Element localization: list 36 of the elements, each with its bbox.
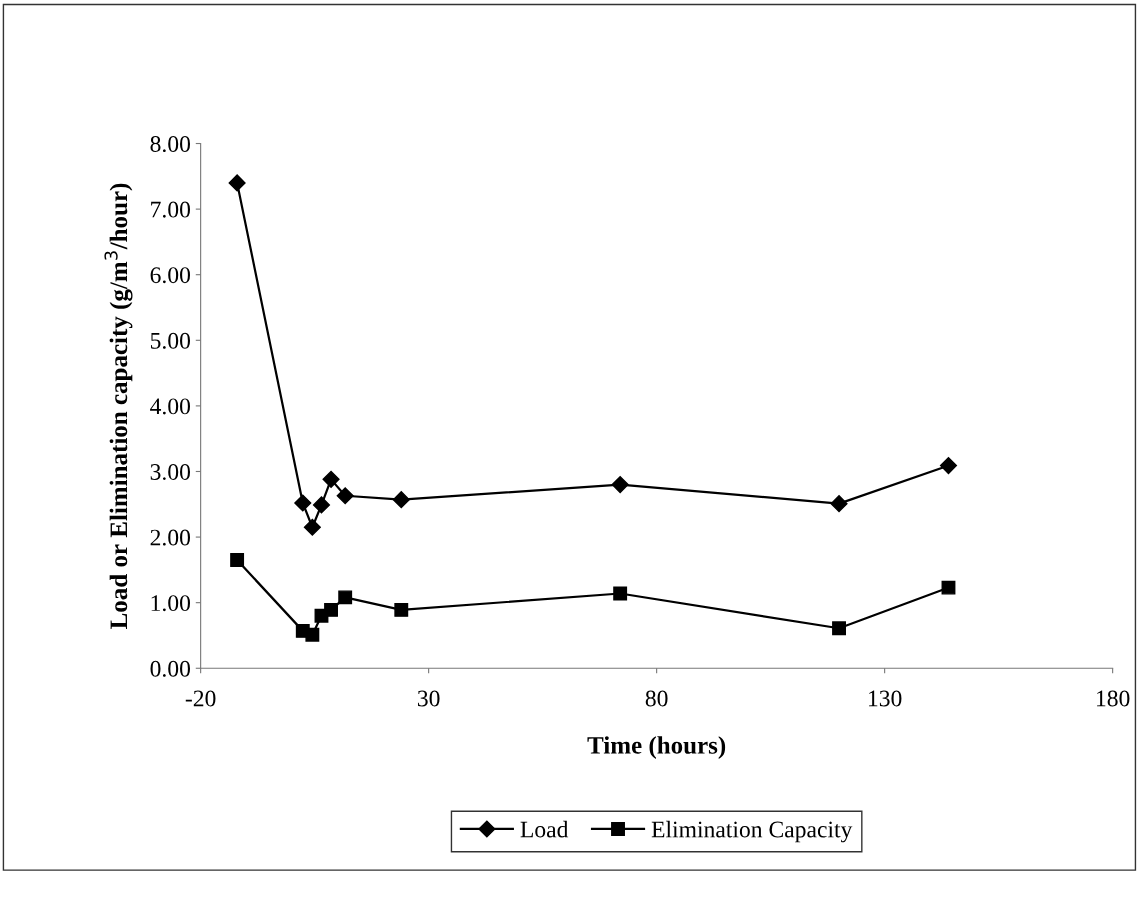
- point: [338, 590, 353, 605]
- point: [336, 487, 354, 505]
- y-tick-label: 8.00: [150, 136, 191, 153]
- point: [611, 476, 629, 494]
- x-tick-label: -20: [185, 690, 216, 707]
- point: [324, 602, 339, 617]
- point: [392, 491, 410, 509]
- x-tick-label: 80: [645, 690, 668, 707]
- y-tick-label: 2.00: [150, 529, 191, 546]
- x-tick-label: 30: [417, 690, 440, 707]
- y-tick-label: 7.00: [151, 201, 191, 218]
- point: [230, 553, 245, 567]
- legend-label: Load: [520, 820, 569, 838]
- y-tick-label: 5.00: [150, 332, 191, 349]
- y-tick-label: 0.00: [150, 660, 191, 677]
- y-tick-label: 1.00: [151, 595, 191, 612]
- point: [832, 621, 846, 636]
- point: [941, 580, 956, 595]
- x-tick-label: 180: [1097, 690, 1130, 707]
- point: [303, 518, 321, 536]
- point: [613, 586, 628, 601]
- y-tick-label: 3.00: [150, 463, 191, 481]
- x-tick-label: 130: [869, 690, 902, 707]
- point: [294, 494, 312, 512]
- y-tick-label: 6.00: [150, 267, 191, 284]
- point: [305, 627, 320, 642]
- y-axis-title: Load or Elimination capacity (g/m$^{3}$/hour): [104, 183, 133, 629]
- point: [830, 495, 848, 513]
- point: [312, 496, 331, 514]
- point: [939, 457, 958, 475]
- x-axis-title: Time (hours): [587, 736, 726, 759]
- point: [394, 602, 409, 617]
- y-tick-label: 4.00: [150, 398, 191, 415]
- point: [228, 174, 246, 192]
- point: [322, 470, 340, 488]
- legend-label: Elimination Capacity: [651, 820, 853, 843]
